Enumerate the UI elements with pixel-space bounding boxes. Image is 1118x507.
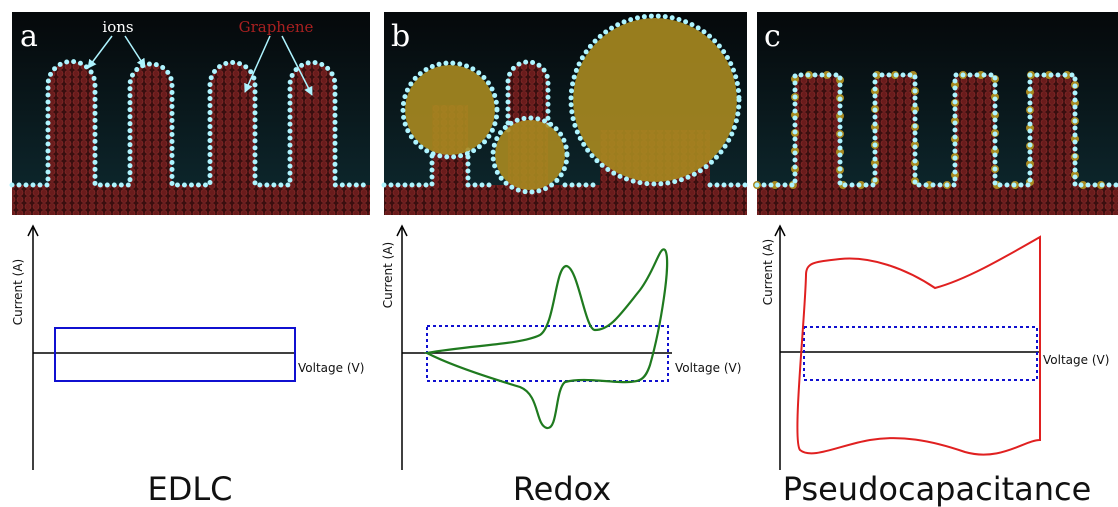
plot-c: Current (A) Voltage (V) Pseudocapacitanc… — [761, 226, 1109, 507]
panel-title: EDLC — [147, 470, 232, 507]
panel-a-illustration: a ions Graphene — [12, 12, 370, 215]
annotation: Graphene — [239, 18, 314, 36]
x-axis-label: Voltage (V) — [1043, 353, 1109, 367]
panel-letter: b — [391, 19, 410, 54]
panel-title: Pseudocapacitance — [783, 470, 1092, 507]
x-axis-label: Voltage (V) — [298, 361, 364, 375]
plot-a: Current (A) Voltage (V) EDLC — [11, 226, 364, 507]
cv-curve — [427, 249, 667, 428]
y-axis-label: Current (A) — [11, 259, 25, 325]
panel-letter: c — [764, 19, 781, 54]
panel-title: Redox — [513, 470, 611, 507]
plot-b: Current (A) Voltage (V) Redox — [381, 226, 741, 507]
x-axis-label: Voltage (V) — [675, 361, 741, 375]
y-axis-label: Current (A) — [761, 239, 775, 305]
cv-curve — [55, 328, 295, 381]
y-axis-label: Current (A) — [381, 242, 395, 308]
annotation: ions — [102, 18, 133, 36]
panel-b-illustration: b — [384, 12, 747, 215]
panel-c-illustration: c — [757, 12, 1118, 215]
panel-letter: a — [20, 19, 38, 54]
cv-curve — [797, 237, 1040, 455]
figure: a ions Graphene b c Current (A) Voltage … — [0, 0, 1118, 507]
